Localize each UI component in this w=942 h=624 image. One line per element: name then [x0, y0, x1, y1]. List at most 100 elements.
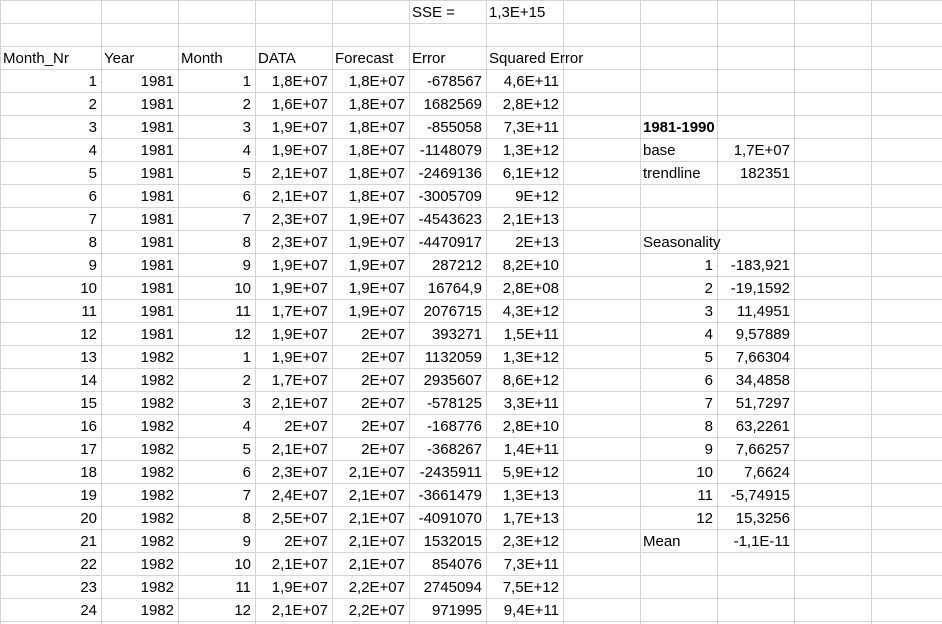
cell-month[interactable]: 4 — [242, 142, 251, 159]
cell-squared-error[interactable]: 1,7E+13 — [502, 510, 559, 527]
cell-forecast[interactable]: 1,9E+07 — [348, 303, 405, 320]
seasonality-value-cell[interactable]: 63,2261 — [735, 418, 790, 435]
cell-data[interactable]: 2,3E+07 — [271, 211, 328, 228]
cell-month-nr[interactable]: 16 — [80, 418, 97, 435]
cell-squared-error[interactable]: 7,3E+11 — [503, 556, 559, 573]
cell-squared-error[interactable]: 2,8E+08 — [502, 280, 559, 297]
cell-error[interactable]: -1148079 — [419, 142, 482, 159]
cell-forecast[interactable]: 1,8E+07 — [348, 119, 405, 136]
header-squared-error[interactable]: Squared Error — [489, 50, 584, 67]
cell-squared-error[interactable]: 7,3E+11 — [503, 119, 559, 136]
cell-month-nr[interactable]: 13 — [80, 349, 97, 366]
cell-forecast[interactable]: 2E+07 — [361, 326, 405, 343]
cell-forecast[interactable]: 2,1E+07 — [348, 464, 405, 481]
cell-month-nr[interactable]: 2 — [88, 96, 97, 113]
cell-error[interactable]: 1132059 — [424, 349, 482, 366]
cell-error[interactable]: -368267 — [426, 441, 482, 458]
cell-month[interactable]: 9 — [242, 257, 251, 274]
cell-month-nr[interactable]: 5 — [88, 165, 97, 182]
cell-year[interactable]: 1981 — [140, 119, 174, 136]
cell-month[interactable]: 12 — [234, 326, 251, 343]
cell-forecast[interactable]: 1,8E+07 — [348, 165, 405, 182]
cell-month-nr[interactable]: 11 — [81, 303, 97, 320]
cell-month[interactable]: 9 — [242, 533, 251, 550]
seasonality-value-cell[interactable]: 7,66257 — [735, 441, 790, 458]
cell-month[interactable]: 5 — [242, 441, 251, 458]
cell-year[interactable]: 1982 — [140, 602, 174, 619]
cell-year[interactable]: 1982 — [140, 487, 174, 504]
cell-year[interactable]: 1981 — [140, 303, 174, 320]
cell-error[interactable]: 2935607 — [423, 372, 482, 389]
cell-month-nr[interactable]: 9 — [88, 257, 97, 274]
cell-squared-error[interactable]: 2,8E+12 — [502, 96, 559, 113]
cell-month-nr[interactable]: 12 — [80, 326, 97, 343]
seasonality-value-cell[interactable]: 7,6624 — [744, 464, 790, 481]
cell-squared-error[interactable]: 7,5E+12 — [502, 579, 559, 596]
cell-error[interactable]: -2469136 — [418, 165, 482, 182]
cell-forecast[interactable]: 1,8E+07 — [348, 142, 405, 159]
cell-month-nr[interactable]: 1 — [88, 73, 97, 90]
seasonality-month-cell[interactable]: 8 — [704, 418, 713, 435]
seasonality-month-cell[interactable]: 1 — [704, 257, 713, 274]
cell-month-nr[interactable]: 10 — [80, 280, 97, 297]
cell-forecast[interactable]: 2E+07 — [361, 418, 405, 435]
cell-forecast[interactable]: 2,1E+07 — [348, 533, 405, 550]
cell-year[interactable]: 1981 — [140, 326, 174, 343]
cell-year[interactable]: 1982 — [140, 510, 174, 527]
seasonality-value-cell[interactable]: -5,74915 — [730, 487, 790, 504]
cell-error[interactable]: -2435911 — [419, 464, 482, 481]
cell-error[interactable]: 16764,9 — [427, 280, 482, 297]
header-error[interactable]: Error — [412, 50, 446, 67]
cell-forecast[interactable]: 1,9E+07 — [348, 257, 405, 274]
cell-month[interactable]: 12 — [234, 602, 251, 619]
cell-data[interactable]: 1,7E+07 — [271, 303, 328, 320]
cell-month[interactable]: 4 — [242, 418, 251, 435]
cell-year[interactable]: 1981 — [140, 234, 174, 251]
cell-squared-error[interactable]: 6,1E+12 — [502, 165, 559, 182]
cell-squared-error[interactable]: 1,3E+13 — [502, 487, 559, 504]
cell-data[interactable]: 1,8E+07 — [271, 73, 328, 90]
cell-month-nr[interactable]: 20 — [80, 510, 97, 527]
cell-month[interactable]: 6 — [242, 188, 251, 205]
cell-forecast[interactable]: 2,1E+07 — [348, 487, 405, 504]
cell-squared-error[interactable]: 4,3E+12 — [502, 303, 559, 320]
cell-month-nr[interactable]: 7 — [88, 211, 97, 228]
cell-squared-error[interactable]: 2,8E+10 — [502, 418, 559, 435]
cell-data[interactable]: 2,1E+07 — [271, 188, 328, 205]
cell-year[interactable]: 1982 — [140, 395, 174, 412]
seasonality-month-cell[interactable]: 11 — [697, 487, 713, 504]
cell-month[interactable]: 6 — [242, 464, 251, 481]
cell-month-nr[interactable]: 23 — [80, 579, 97, 596]
cell-forecast[interactable]: 2,1E+07 — [348, 556, 405, 573]
cell-month[interactable]: 3 — [242, 395, 251, 412]
cell-year[interactable]: 1982 — [140, 579, 174, 596]
cell-forecast[interactable]: 1,8E+07 — [348, 73, 405, 90]
cell-squared-error[interactable]: 1,3E+12 — [502, 142, 559, 159]
cell-month-nr[interactable]: 17 — [80, 441, 97, 458]
cell-error[interactable]: -4470917 — [418, 234, 482, 251]
cell-month[interactable]: 11 — [235, 579, 251, 596]
cell-error[interactable]: -678567 — [426, 73, 482, 90]
cell-forecast[interactable]: 1,9E+07 — [348, 211, 405, 228]
cell-month[interactable]: 1 — [242, 349, 251, 366]
cell-data[interactable]: 2,1E+07 — [271, 165, 328, 182]
cell-month[interactable]: 2 — [242, 96, 251, 113]
seasonality-month-cell[interactable]: 3 — [704, 303, 713, 320]
mean-value-cell[interactable]: -1,1E-11 — [733, 533, 790, 550]
cell-month[interactable]: 3 — [242, 119, 251, 136]
trendline-label-cell[interactable]: trendline — [643, 165, 701, 182]
cell-year[interactable]: 1982 — [140, 418, 174, 435]
cell-month[interactable]: 1 — [242, 73, 251, 90]
cell-data[interactable]: 1,7E+07 — [271, 372, 328, 389]
header-data[interactable]: DATA — [258, 50, 296, 67]
cell-error[interactable]: 287212 — [431, 257, 482, 274]
cell-forecast[interactable]: 2E+07 — [361, 349, 405, 366]
cell-year[interactable]: 1982 — [140, 349, 174, 366]
cell-error[interactable]: 971995 — [431, 602, 482, 619]
cell-squared-error[interactable]: 4,6E+11 — [503, 73, 559, 90]
cell-data[interactable]: 2,3E+07 — [271, 234, 328, 251]
cell-data[interactable]: 1,9E+07 — [271, 579, 328, 596]
base-label-cell[interactable]: base — [643, 142, 676, 159]
cell-squared-error[interactable]: 8,2E+10 — [502, 257, 559, 274]
